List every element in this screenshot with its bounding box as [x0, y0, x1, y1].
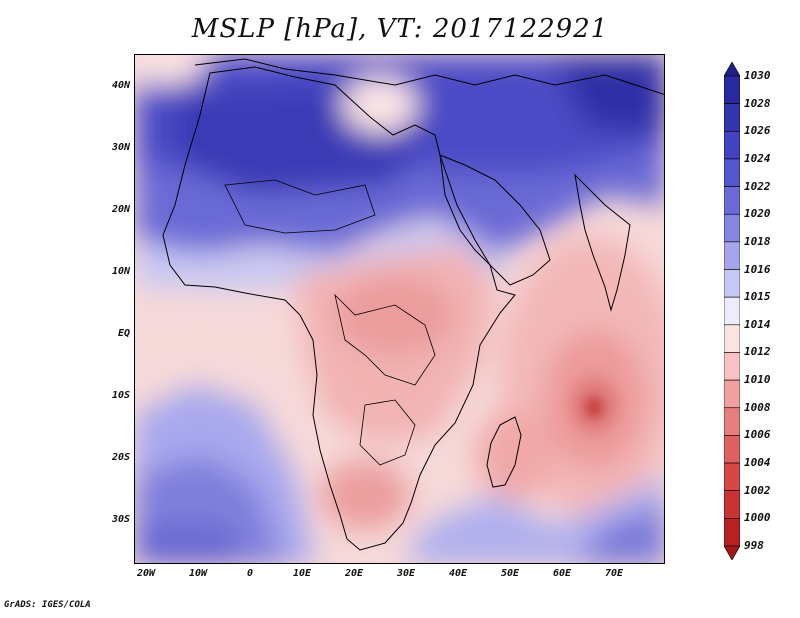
colorbar-swatch	[724, 518, 740, 547]
colorbar-swatch	[724, 103, 740, 132]
colorbar-swatch	[724, 435, 740, 464]
colorbar-swatch	[724, 407, 740, 436]
lon-label-0: 0	[246, 568, 254, 579]
lon-label-20w: 20W	[136, 568, 156, 579]
southern-borders	[359, 399, 416, 466]
colorbar-level-label: 1024	[744, 151, 771, 165]
lat-label-eq: EQ	[117, 328, 130, 339]
colorbar-level-label: 1018	[744, 234, 771, 248]
colorbar-level-label: 1014	[744, 317, 771, 331]
colorbar-level-label: 1022	[744, 179, 771, 193]
lat-label-10s: 10S	[111, 390, 130, 401]
colorbar	[724, 62, 740, 560]
lon-label-50e: 50E	[500, 568, 520, 579]
lat-label-30n: 30N	[111, 142, 130, 153]
europe-coastline	[194, 58, 664, 95]
india-coastline	[574, 173, 631, 312]
colorbar-level-label: 1004	[744, 456, 771, 470]
colorbar-swatch	[724, 241, 740, 270]
colorbar-level-label: 1010	[744, 373, 771, 387]
colorbar-swatch	[724, 269, 740, 298]
arabia-coastline	[439, 154, 551, 286]
colorbar-top-arrow	[724, 62, 740, 77]
colorbar-swatch	[724, 462, 740, 492]
colorbar-swatch	[724, 130, 740, 160]
pressure-map-canvas	[135, 55, 664, 563]
colorbar-swatch	[724, 352, 740, 381]
pressure-field	[135, 55, 664, 563]
central-low	[568, 375, 620, 435]
lat-label-30s: 30S	[111, 514, 130, 525]
colorbar-bottom-arrow	[724, 545, 740, 560]
credit-label: GrADS: IGES/COLA	[4, 600, 91, 610]
colorbar-level-label: 1012	[744, 345, 771, 359]
lat-label-20n: 20N	[111, 204, 130, 215]
lon-label-40e: 40E	[448, 568, 468, 579]
colorbar-level-label: 1006	[744, 428, 771, 442]
lon-label-30e: 30E	[396, 568, 416, 579]
colorbar-swatch	[724, 213, 740, 243]
colorbar-swatch	[724, 186, 740, 215]
colorbar-level-label: 1008	[744, 400, 771, 414]
pressure-map[interactable]	[134, 54, 665, 564]
colorbar-level-label: 1030	[744, 69, 771, 82]
lon-label-10e: 10E	[292, 568, 312, 579]
lat-label-20s: 20S	[111, 452, 130, 463]
lon-label-20e: 20E	[344, 568, 364, 579]
africa-coastline	[162, 66, 516, 551]
lon-label-10w: 10W	[188, 568, 208, 579]
sahel-borders	[224, 179, 376, 234]
colorbar-swatch	[724, 379, 740, 409]
colorbar-level-label: 1020	[744, 207, 771, 221]
map-title: MSLP [hPa], VT: 2017122921	[191, 14, 609, 44]
colorbar-level-label: 1028	[744, 96, 771, 110]
lon-label-60e: 60E	[552, 568, 572, 579]
madagascar-coastline	[486, 416, 522, 488]
lat-label-10n: 10N	[111, 266, 130, 277]
colorbar-swatch	[724, 324, 740, 353]
colorbar-level-label: 1015	[744, 290, 771, 304]
lat-label-40n: 40N	[111, 80, 130, 91]
colorbar-level-label: 1016	[744, 262, 771, 276]
colorbar-swatch	[724, 296, 740, 326]
colorbar-level-label: 1002	[744, 483, 771, 497]
colorbar-swatch	[724, 75, 740, 104]
colorbar-swatch	[724, 490, 740, 519]
coastlines	[162, 58, 664, 551]
central-borders	[334, 293, 436, 386]
colorbar-swatch	[724, 158, 740, 187]
colorbar-level-label: 1026	[744, 124, 771, 138]
colorbar-level-label: 998	[744, 539, 764, 552]
colorbar-level-label: 1000	[744, 511, 771, 525]
lon-label-70e: 70E	[604, 568, 624, 579]
